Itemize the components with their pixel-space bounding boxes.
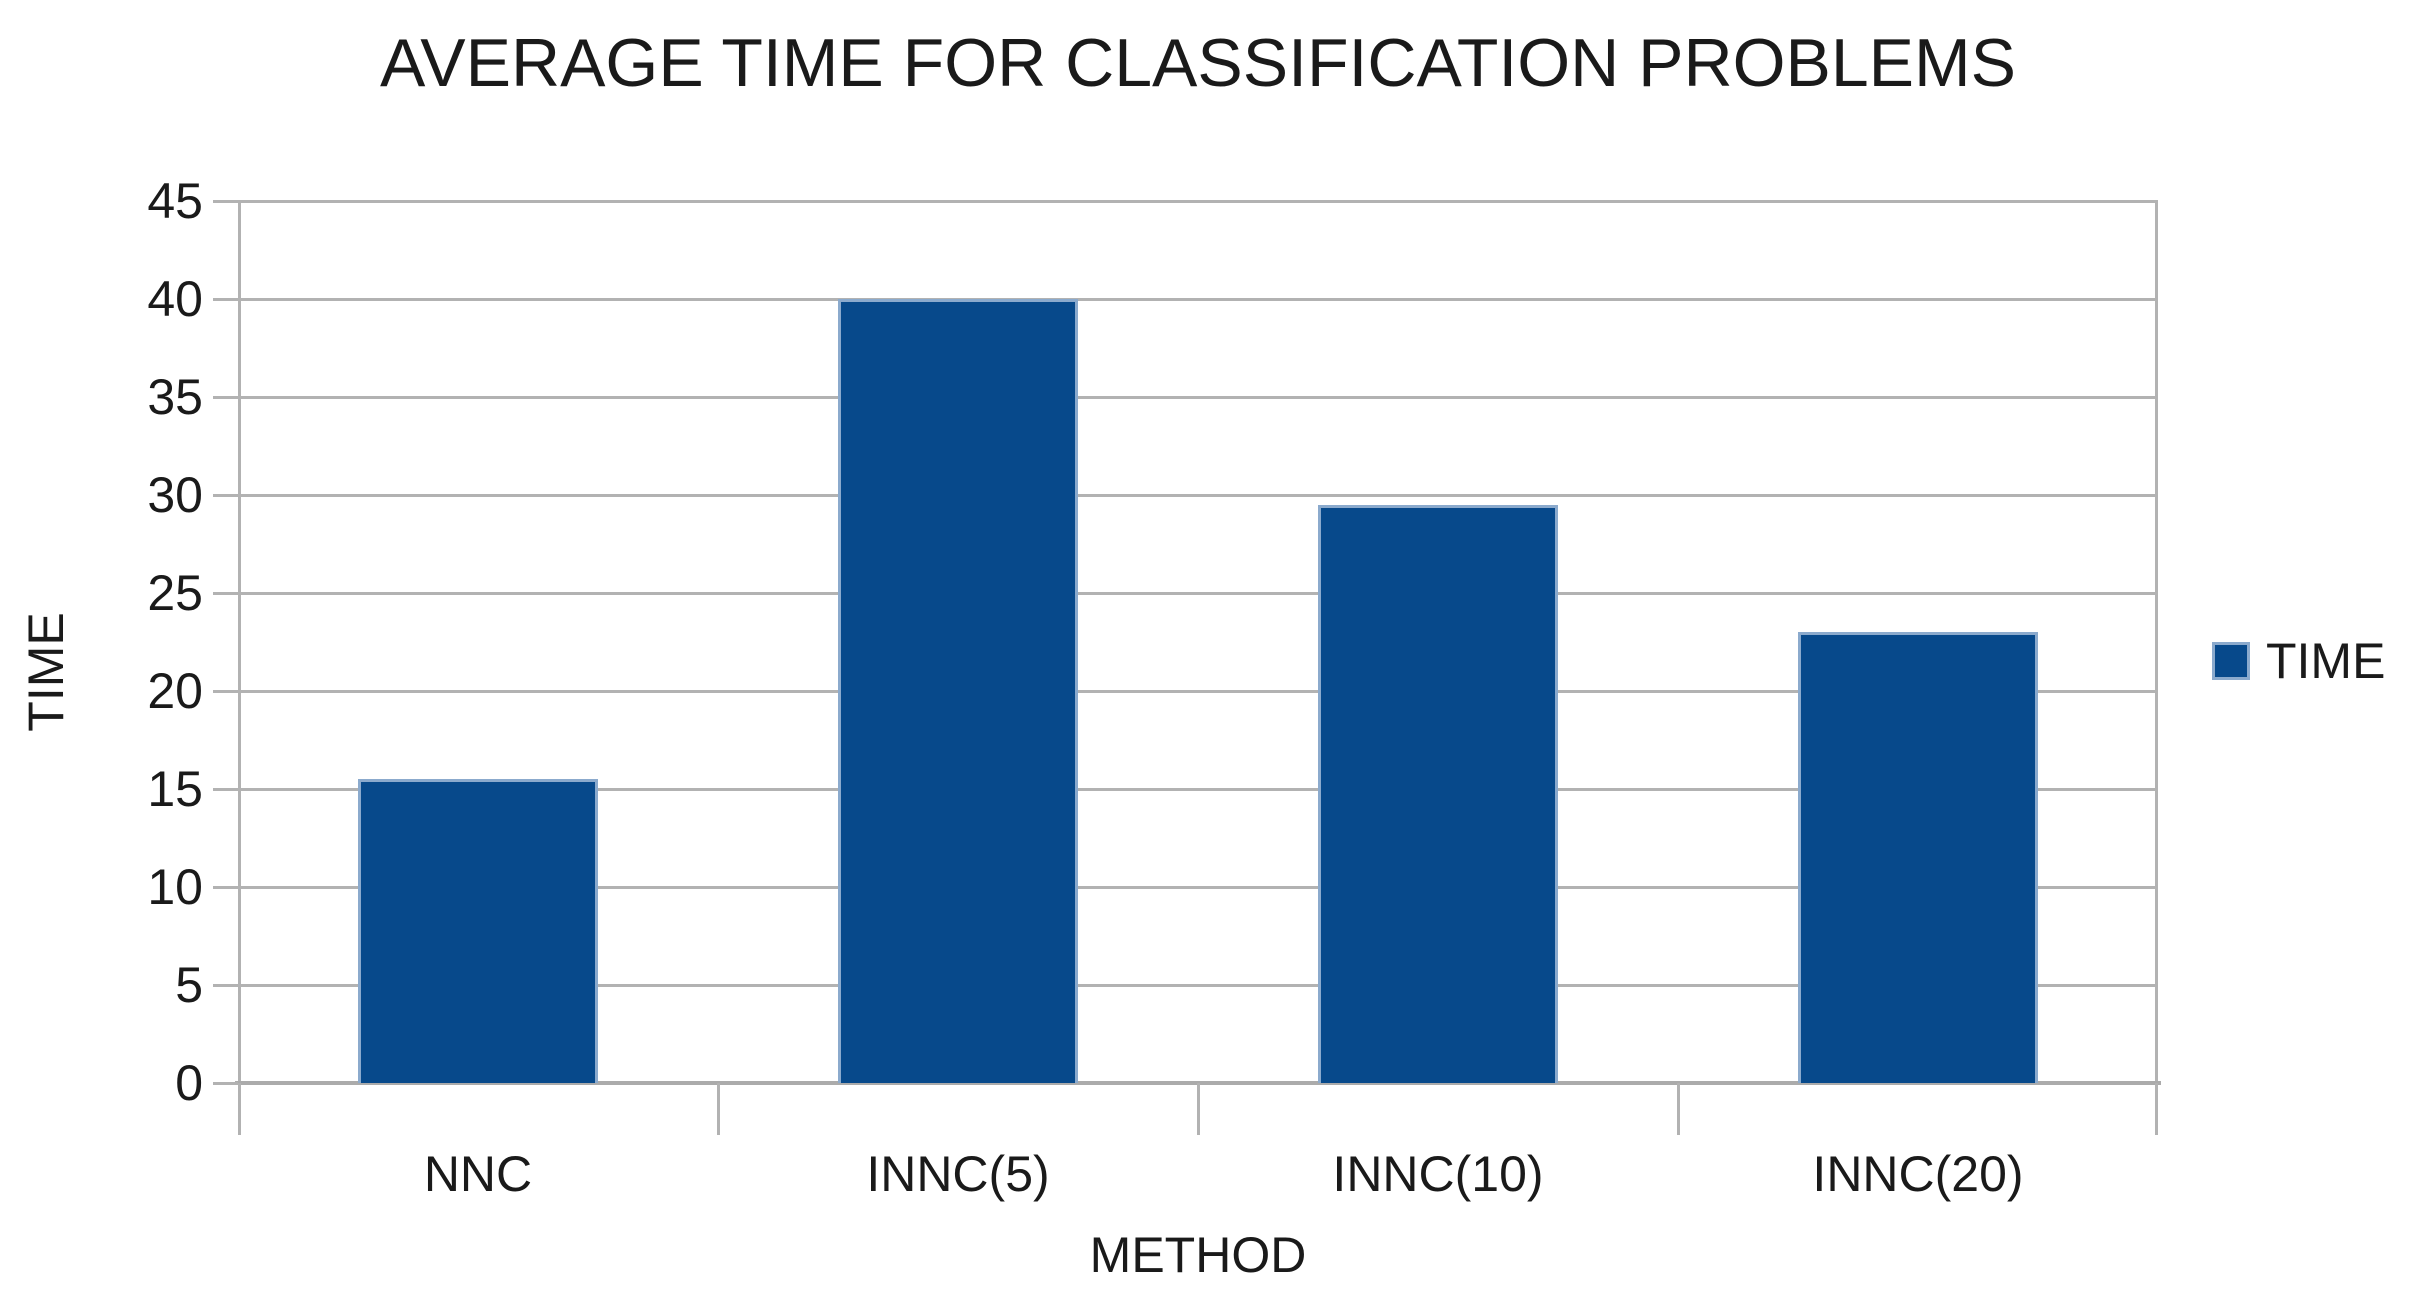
y-axis-tick-15 xyxy=(213,787,238,791)
gridline-y-20 xyxy=(238,689,2158,693)
y-axis-tick-40 xyxy=(213,297,238,301)
bar-innc-20 xyxy=(1798,632,2038,1083)
gridline-y-45 xyxy=(238,199,2158,203)
gridline-y-5 xyxy=(238,983,2158,987)
gridline-y-35 xyxy=(238,395,2158,399)
legend-label-time: TIME xyxy=(2266,633,2386,689)
y-tick-label-45: 45 xyxy=(147,173,203,229)
y-axis-title: TIME xyxy=(18,612,74,732)
y-tick-label-25: 25 xyxy=(147,565,203,621)
bar-innc-10 xyxy=(1318,504,1558,1083)
bar-nnc xyxy=(358,779,598,1083)
y-axis-tick-35 xyxy=(213,395,238,399)
chart-title: AVERAGE TIME FOR CLASSIFICATION PROBLEMS xyxy=(379,25,2017,101)
y-tick-label-0: 0 xyxy=(175,1055,203,1111)
y-tick-label-15: 15 xyxy=(147,761,203,817)
x-axis-tick-0 xyxy=(238,1083,241,1135)
y-tick-label-40: 40 xyxy=(147,271,203,327)
x-axis-title: METHOD xyxy=(1089,1227,1307,1283)
x-tick-label-innc-10: INNC(10) xyxy=(1332,1146,1544,1202)
gridline-y-15 xyxy=(238,787,2158,791)
y-axis-tick-30 xyxy=(213,493,238,497)
y-axis-tick-5 xyxy=(213,983,238,987)
y-axis-tick-10 xyxy=(213,885,238,889)
x-axis-tick-4 xyxy=(2155,1083,2158,1135)
legend: TIME xyxy=(2212,636,2385,686)
y-axis-tick-0 xyxy=(213,1081,238,1085)
gridline-y-40 xyxy=(238,297,2158,301)
bar-innc-5 xyxy=(838,299,1078,1083)
y-tick-label-20: 20 xyxy=(147,663,203,719)
y-tick-label-10: 10 xyxy=(147,859,203,915)
gridline-y-10 xyxy=(238,885,2158,889)
plot-right-border xyxy=(2155,201,2158,1086)
x-axis-tick-2 xyxy=(1196,1083,1200,1135)
y-axis-tick-20 xyxy=(213,689,238,693)
y-axis-tick-25 xyxy=(213,591,238,595)
y-tick-label-35: 35 xyxy=(147,369,203,425)
gridline-y-30 xyxy=(238,493,2158,497)
x-tick-label-innc-20: INNC(20) xyxy=(1812,1146,2024,1202)
plot-area: 0 5 10 15 20 25 30 35 40 45 NNC INNC(5) INNC(10) INNC… xyxy=(147,176,2161,1199)
y-axis-line xyxy=(238,201,241,1086)
x-tick-label-innc-5: INNC(5) xyxy=(866,1146,1050,1202)
y-tick-label-5: 5 xyxy=(175,957,203,1013)
y-tick-label-30: 30 xyxy=(147,467,203,523)
x-axis-tick-3 xyxy=(1676,1083,1680,1135)
x-tick-label-nnc: NNC xyxy=(423,1146,533,1202)
legend-swatch-time xyxy=(2212,642,2250,680)
x-axis-tick-1 xyxy=(716,1083,720,1135)
gridline-y-25 xyxy=(238,591,2158,595)
y-axis-tick-45 xyxy=(213,199,238,203)
